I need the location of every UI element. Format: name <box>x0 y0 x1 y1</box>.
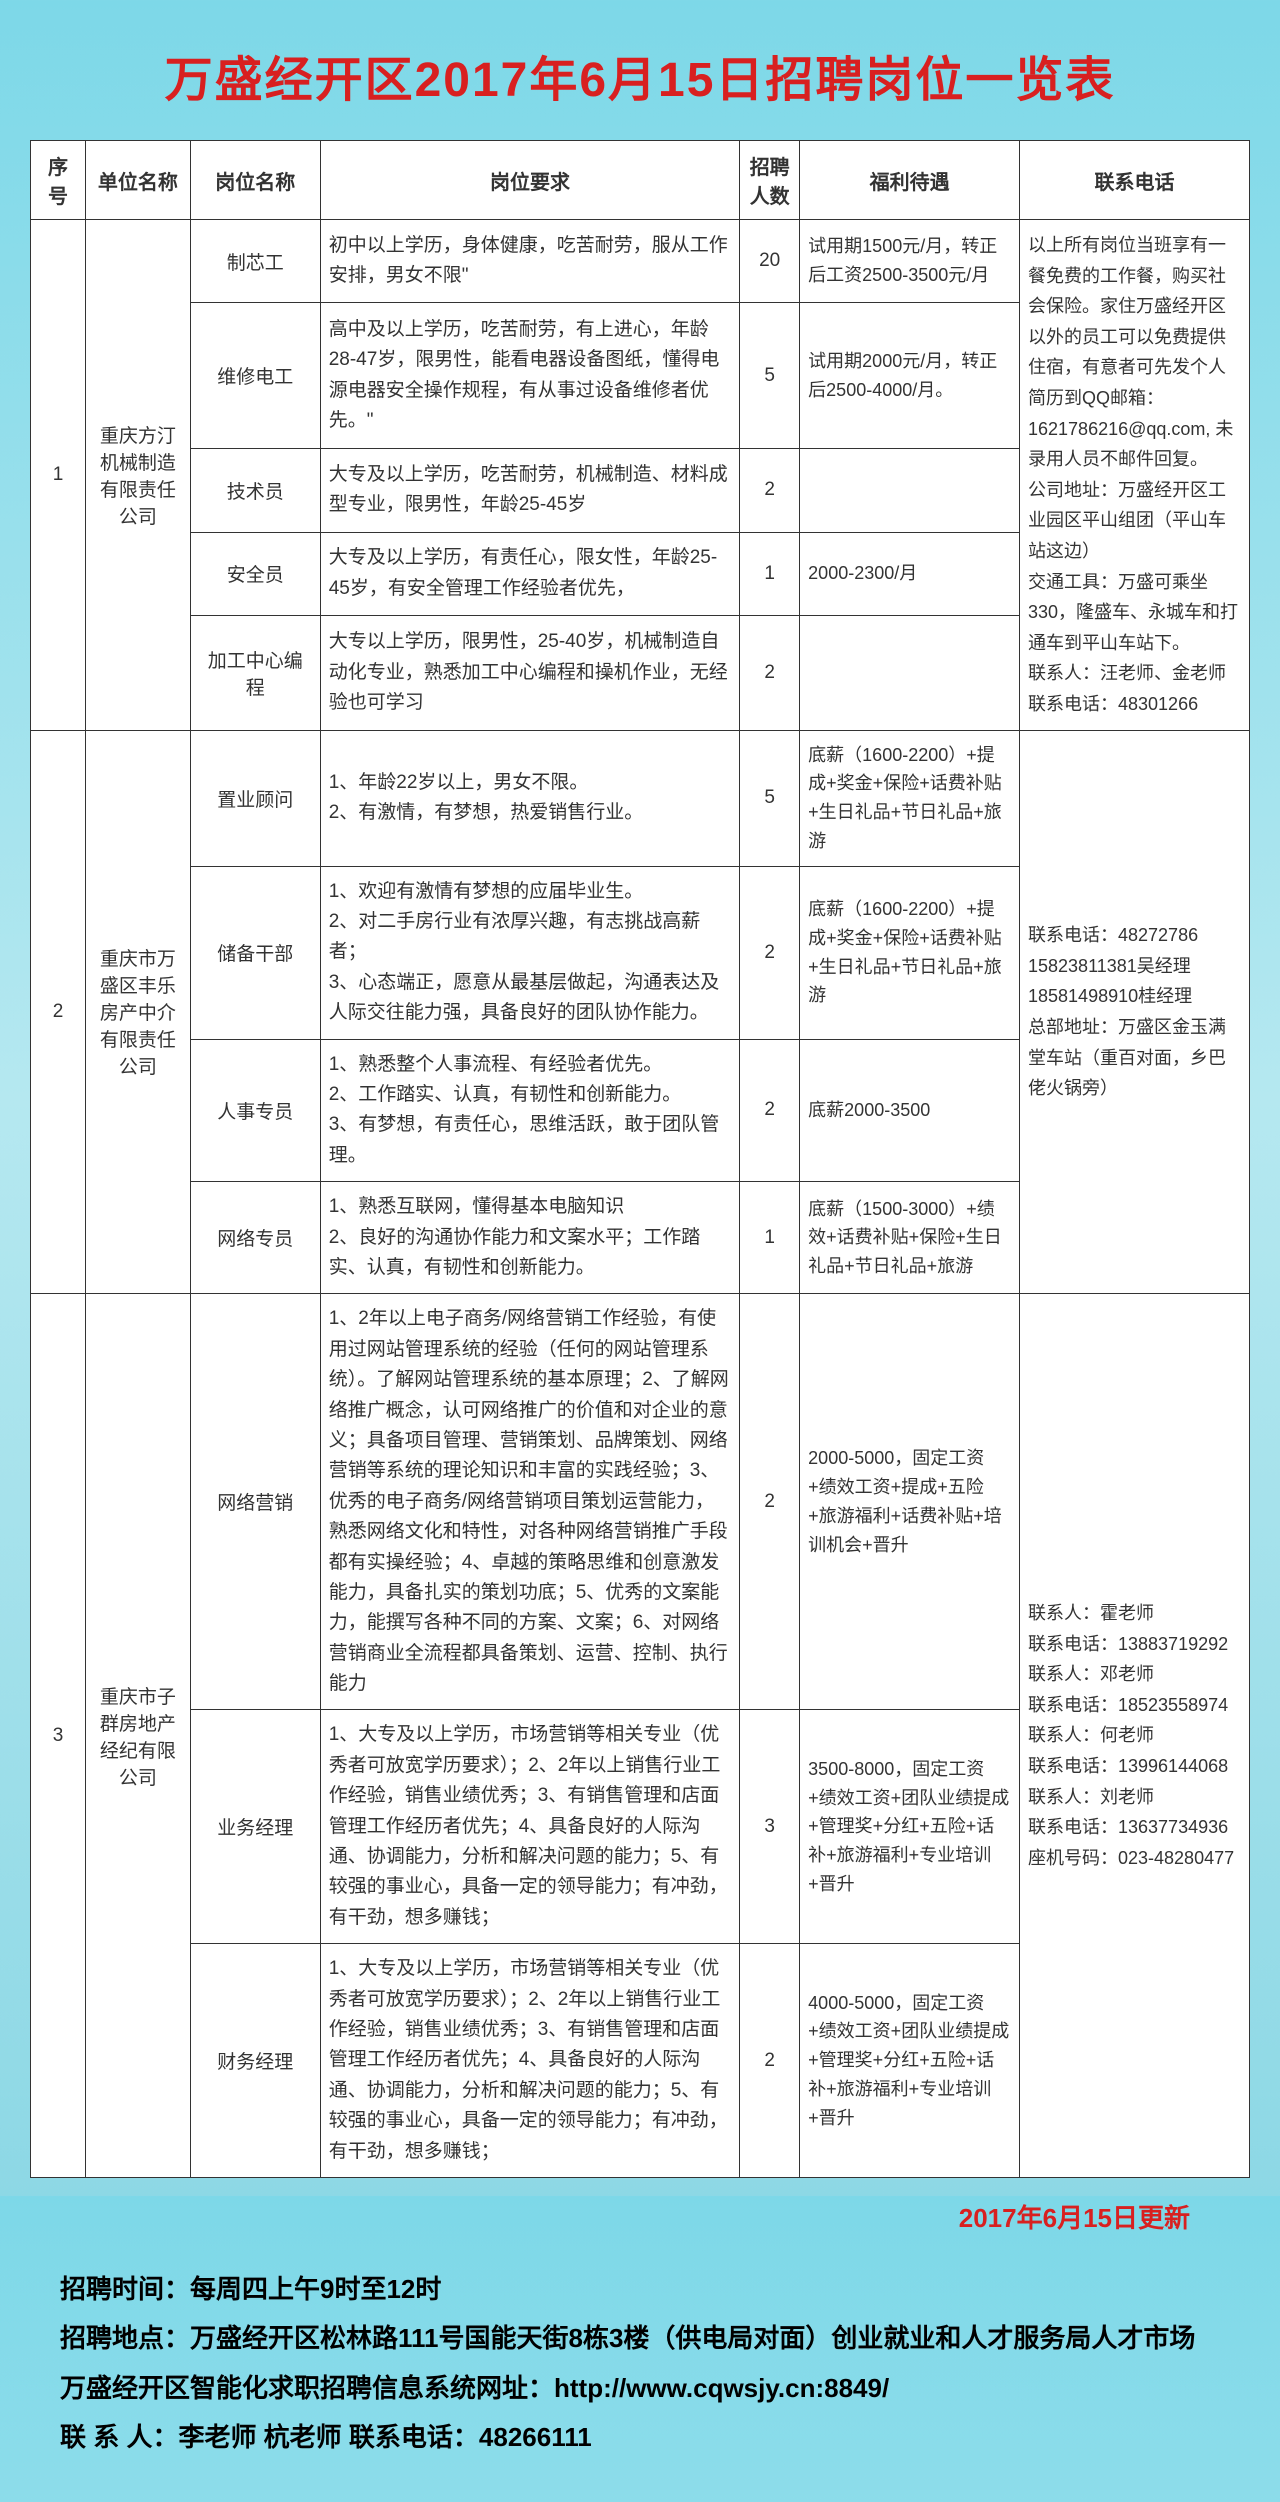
table-row: 2 重庆市万盛区丰乐房产中介有限责任公司 置业顾问 1、年龄22岁以上，男女不限… <box>31 730 1250 866</box>
cell-num: 1 <box>740 1182 800 1294</box>
cell-num: 20 <box>740 220 800 303</box>
cell-job: 网络营销 <box>190 1294 320 1710</box>
cell-num: 1 <box>740 532 800 615</box>
th-req: 岗位要求 <box>320 141 739 220</box>
cell-benefit: 试用期2000元/月，转正后2500-4000/月。 <box>800 303 1020 449</box>
cell-company: 重庆方汀机械制造有限责任公司 <box>85 220 190 731</box>
cell-benefit: 4000-5000，固定工资+绩效工资+团队业绩提成+管理奖+分红+五险+话补+… <box>800 1944 1020 2178</box>
cell-req: 1、大专及以上学历，市场营销等相关专业（优秀者可放宽学历要求）；2、2年以上销售… <box>320 1710 739 1944</box>
cell-req: 1、2年以上电子商务/网络营销工作经验，有使用过网站管理系统的经验（任何的网站管… <box>320 1294 739 1710</box>
cell-job: 财务经理 <box>190 1944 320 2178</box>
cell-job: 维修电工 <box>190 303 320 449</box>
wechat-icon <box>1104 2146 1132 2174</box>
table-row: 3 重庆市子群房地产经纪有限公司 网络营销 1、2年以上电子商务/网络营销工作经… <box>31 1294 1250 1710</box>
cell-req: 1、欢迎有激情有梦想的应届毕业生。2、对二手房行业有浓厚兴趣，有志挑战高薪者；3… <box>320 866 739 1039</box>
cell-req: 大专及以上学历，吃苦耐劳，机械制造、材料成型专业，限男性，年龄25-45岁 <box>320 449 739 532</box>
th-company: 单位名称 <box>85 141 190 220</box>
cell-job: 置业顾问 <box>190 730 320 866</box>
th-benefit: 福利待遇 <box>800 141 1020 220</box>
th-contact: 联系电话 <box>1020 141 1250 220</box>
cell-benefit: 2000-2300/月 <box>800 532 1020 615</box>
cell-benefit <box>800 449 1020 532</box>
cell-company: 重庆市万盛区丰乐房产中介有限责任公司 <box>85 730 190 1294</box>
th-seq: 序号 <box>31 141 86 220</box>
cell-req: 高中及以上学历，吃苦耐劳，有上进心，年龄28-47岁，限男性，能看电器设备图纸，… <box>320 303 739 449</box>
cell-benefit: 底薪（1500-3000）+绩效+话费补贴+保险+生日礼品+节日礼品+旅游 <box>800 1182 1020 1294</box>
footer-website: 万盛经开区智能化求职招聘信息系统网址：http://www.cqwsjy.cn:… <box>60 2364 1220 2413</box>
cell-benefit <box>800 615 1020 730</box>
cell-job: 储备干部 <box>190 866 320 1039</box>
watermark-text: 万盛微发布 <box>1140 2144 1250 2176</box>
cell-req: 大专以上学历，限男性，25-40岁，机械制造自动化专业，熟悉加工中心编程和操机作… <box>320 615 739 730</box>
cell-seq: 1 <box>31 220 86 731</box>
cell-benefit: 底薪（1600-2200）+提成+奖金+保险+话费补贴+生日礼品+节日礼品+旅游 <box>800 866 1020 1039</box>
cell-contact: 联系电话：4827278615823811381吴经理18581498910桂经… <box>1020 730 1250 1294</box>
cell-benefit: 试用期1500元/月，转正后工资2500-3500元/月 <box>800 220 1020 303</box>
cell-company: 重庆市子群房地产经纪有限公司 <box>85 1294 190 2178</box>
cell-num: 2 <box>740 615 800 730</box>
cell-benefit: 底薪（1600-2200）+提成+奖金+保险+话费补贴+生日礼品+节日礼品+旅游 <box>800 730 1020 866</box>
cell-benefit: 底薪2000-3500 <box>800 1039 1020 1182</box>
cell-job: 人事专员 <box>190 1039 320 1182</box>
cell-job: 业务经理 <box>190 1710 320 1944</box>
cell-num: 2 <box>740 866 800 1039</box>
cell-num: 3 <box>740 1710 800 1944</box>
footer-location: 招聘地点：万盛经开区松林路111号国能天街8栋3楼（供电局对面）创业就业和人才服… <box>60 2314 1220 2363</box>
footer-info: 招聘时间：每周四上午9时至12时 招聘地点：万盛经开区松林路111号国能天街8栋… <box>30 2245 1250 2483</box>
cell-benefit: 3500-8000，固定工资+绩效工资+团队业绩提成+管理奖+分红+五险+话补+… <box>800 1710 1020 1944</box>
cell-req: 1、熟悉整个人事流程、有经验者优先。2、工作踏实、认真，有韧性和创新能力。3、有… <box>320 1039 739 1182</box>
watermark: 万盛微发布 <box>1104 2144 1250 2176</box>
update-date: 2017年6月15日更新 <box>30 2178 1250 2245</box>
cell-job: 网络专员 <box>190 1182 320 1294</box>
cell-benefit: 2000-5000，固定工资+绩效工资+提成+五险+旅游福利+话费补贴+培训机会… <box>800 1294 1020 1710</box>
footer-time: 招聘时间：每周四上午9时至12时 <box>60 2265 1220 2314</box>
cell-req: 初中以上学历，身体健康，吃苦耐劳，服从工作安排，男女不限" <box>320 220 739 303</box>
cell-job: 安全员 <box>190 532 320 615</box>
cell-num: 2 <box>740 1294 800 1710</box>
page-title: 万盛经开区2017年6月15日招聘岗位一览表 <box>30 20 1250 140</box>
cell-job: 加工中心编程 <box>190 615 320 730</box>
cell-seq: 2 <box>31 730 86 1294</box>
cell-num: 2 <box>740 1944 800 2178</box>
cell-contact: 联系人：霍老师联系电话：13883719292联系人：邓老师联系电话：18523… <box>1020 1294 1250 2178</box>
th-job: 岗位名称 <box>190 141 320 220</box>
cell-num: 2 <box>740 449 800 532</box>
th-num: 招聘人数 <box>740 141 800 220</box>
cell-contact: 以上所有岗位当班享有一餐免费的工作餐，购买社会保险。家住万盛经开区以外的员工可以… <box>1020 220 1250 731</box>
table-header-row: 序号 单位名称 岗位名称 岗位要求 招聘人数 福利待遇 联系电话 <box>31 141 1250 220</box>
cell-job: 技术员 <box>190 449 320 532</box>
recruitment-table-wrap: 序号 单位名称 岗位名称 岗位要求 招聘人数 福利待遇 联系电话 1 重庆方汀机… <box>30 140 1250 2178</box>
cell-req: 1、熟悉互联网，懂得基本电脑知识2、良好的沟通协作能力和文案水平；工作踏实、认真… <box>320 1182 739 1294</box>
footer-contact: 联 系 人：李老师 杭老师 联系电话：48266111 <box>60 2413 1220 2462</box>
cell-req: 1、年龄22岁以上，男女不限。2、有激情，有梦想，热爱销售行业。 <box>320 730 739 866</box>
table-row: 1 重庆方汀机械制造有限责任公司 制芯工 初中以上学历，身体健康，吃苦耐劳，服从… <box>31 220 1250 303</box>
cell-seq: 3 <box>31 1294 86 2178</box>
recruitment-table: 序号 单位名称 岗位名称 岗位要求 招聘人数 福利待遇 联系电话 1 重庆方汀机… <box>30 140 1250 2178</box>
cell-num: 5 <box>740 730 800 866</box>
cell-req: 1、大专及以上学历，市场营销等相关专业（优秀者可放宽学历要求）；2、2年以上销售… <box>320 1944 739 2178</box>
cell-job: 制芯工 <box>190 220 320 303</box>
cell-num: 5 <box>740 303 800 449</box>
cell-num: 2 <box>740 1039 800 1182</box>
cell-req: 大专及以上学历，有责任心，限女性，年龄25-45岁，有安全管理工作经验者优先， <box>320 532 739 615</box>
